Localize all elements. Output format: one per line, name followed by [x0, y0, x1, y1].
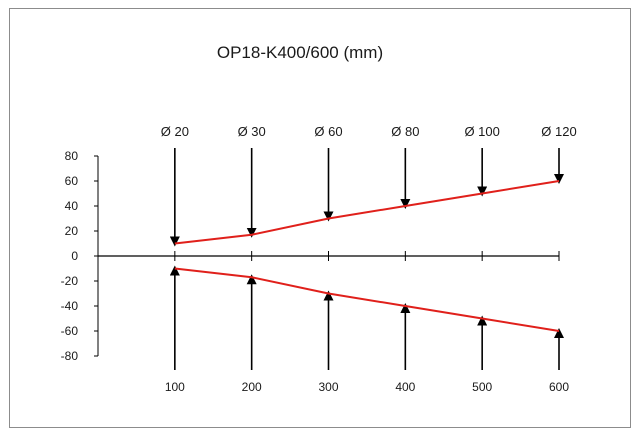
- y-tick-label: -20: [61, 274, 79, 288]
- x-tick-label: 300: [318, 380, 338, 394]
- x-tick-label: 100: [165, 380, 185, 394]
- y-tick-label: -60: [61, 324, 79, 338]
- axes: [94, 155, 560, 357]
- series-line-lower: [174, 267, 560, 332]
- diameter-label: Ø 20: [161, 124, 189, 139]
- arrows: [169, 148, 564, 370]
- series-lines: [174, 180, 560, 332]
- y-tick-label: -40: [61, 299, 79, 313]
- y-tick-label: 40: [65, 199, 79, 213]
- diameter-label: Ø 120: [541, 124, 576, 139]
- y-tick-label: 0: [71, 249, 78, 263]
- series-line-upper: [174, 180, 560, 245]
- x-tick-label: 500: [472, 380, 492, 394]
- diameter-label: Ø 30: [238, 124, 266, 139]
- x-tick-label: 400: [395, 380, 415, 394]
- chart-frame: [9, 8, 631, 428]
- x-tick-label: 600: [549, 380, 569, 394]
- y-tick-label: 60: [65, 174, 79, 188]
- chart-title: OP18-K400/600 (mm): [217, 43, 383, 62]
- diameter-label: Ø 100: [464, 124, 499, 139]
- diameter-label: Ø 80: [391, 124, 419, 139]
- y-tick-labels: 80 60 40 20 0 -20 -40 -60 -80: [61, 149, 79, 363]
- diameter-labels: Ø 20 Ø 30 Ø 60 Ø 80 Ø 100 Ø 120: [161, 124, 577, 139]
- diameter-label: Ø 60: [314, 124, 342, 139]
- y-tick-label: 20: [65, 224, 79, 238]
- x-tick-label: 200: [242, 380, 262, 394]
- x-tick-labels: 100 200 300 400 500 600: [165, 380, 570, 394]
- y-tick-label: 80: [65, 149, 79, 163]
- y-tick-label: -80: [61, 349, 79, 363]
